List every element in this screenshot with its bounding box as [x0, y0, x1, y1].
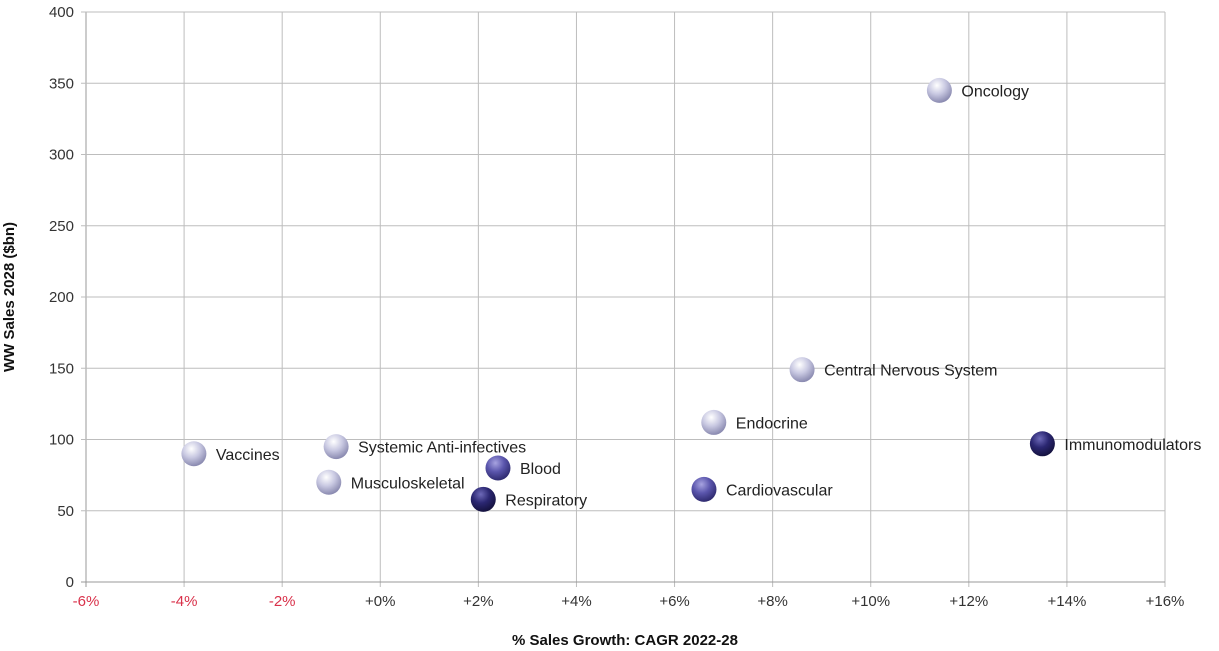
data-point	[485, 455, 511, 481]
y-tick-label: 400	[49, 4, 74, 21]
x-tick-label: -6%	[73, 593, 100, 610]
y-tick-label: 250	[49, 218, 74, 235]
x-tick-label: +14%	[1048, 593, 1087, 610]
y-tick-label: 200	[49, 289, 74, 306]
data-point	[181, 441, 207, 467]
data-point-label: Endocrine	[736, 415, 808, 432]
data-point	[691, 476, 717, 502]
y-tick-label: 150	[49, 360, 74, 377]
data-point-label: Systemic Anti-infectives	[358, 440, 526, 457]
x-tick-label: +0%	[365, 593, 395, 610]
x-tick-label: -4%	[171, 593, 198, 610]
data-point	[701, 409, 727, 435]
x-axis-title: % Sales Growth: CAGR 2022-28	[512, 632, 738, 649]
data-point-label: Vaccines	[216, 447, 280, 464]
data-point	[323, 434, 349, 460]
data-point-label: Blood	[520, 461, 561, 478]
x-tick-label: +8%	[757, 593, 787, 610]
y-tick-label: 0	[66, 574, 74, 591]
data-point	[316, 469, 342, 495]
data-point-label: Immunomodulators	[1064, 437, 1201, 454]
data-point	[470, 486, 496, 512]
x-tick-label: +12%	[949, 593, 988, 610]
data-point-label: Respiratory	[505, 492, 587, 509]
data-point	[926, 77, 952, 103]
x-tick-label: +2%	[463, 593, 493, 610]
x-tick-label: -2%	[269, 593, 296, 610]
y-tick-label: 100	[49, 432, 74, 449]
x-tick-label: +6%	[659, 593, 689, 610]
data-point	[1029, 431, 1055, 457]
x-tick-label: +4%	[561, 593, 591, 610]
data-point-label: Oncology	[961, 83, 1029, 100]
data-point-label: Musculoskeletal	[351, 475, 465, 492]
y-tick-label: 300	[49, 147, 74, 164]
data-point-label: Central Nervous System	[824, 363, 997, 380]
y-tick-label: 50	[57, 503, 74, 520]
data-point-label: Cardiovascular	[726, 482, 833, 499]
data-point	[789, 357, 815, 383]
y-axis-title: WW Sales 2028 ($bn)	[1, 222, 18, 372]
y-tick-label: 350	[49, 75, 74, 92]
x-tick-label: +16%	[1146, 593, 1185, 610]
x-tick-label: +10%	[851, 593, 890, 610]
